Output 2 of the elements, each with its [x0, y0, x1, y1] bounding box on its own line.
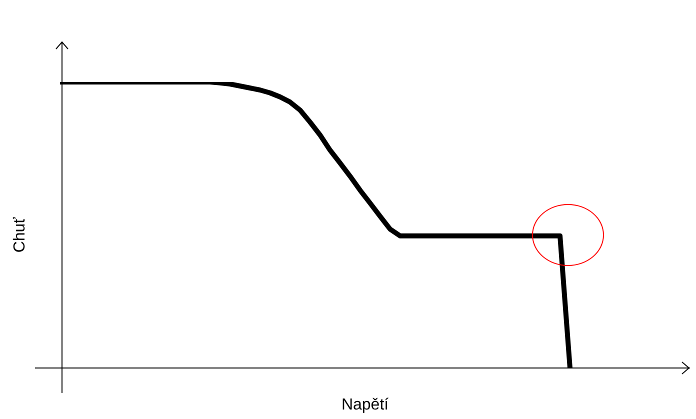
y-axis-title: Chuť [11, 216, 28, 253]
x-axis-title: Napětí [341, 396, 390, 414]
